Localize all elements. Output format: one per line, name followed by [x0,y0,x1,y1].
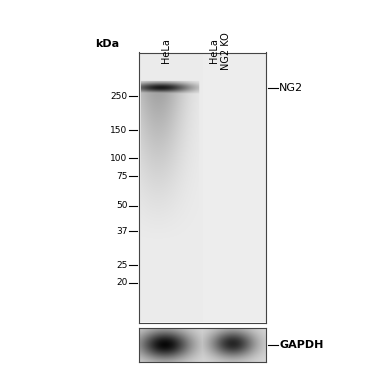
Text: 100: 100 [110,154,128,163]
Text: HeLa
NG2 KO: HeLa NG2 KO [209,32,231,69]
Text: NG2: NG2 [279,82,303,93]
Text: kDa: kDa [96,39,120,49]
Text: GAPDH: GAPDH [279,340,324,350]
Text: 150: 150 [110,126,128,135]
Text: 25: 25 [116,261,128,270]
Text: 20: 20 [116,278,128,287]
Text: 37: 37 [116,227,128,236]
Text: 75: 75 [116,172,128,181]
Text: HeLa: HeLa [160,38,171,63]
Text: 250: 250 [110,92,128,101]
Text: 50: 50 [116,201,128,210]
